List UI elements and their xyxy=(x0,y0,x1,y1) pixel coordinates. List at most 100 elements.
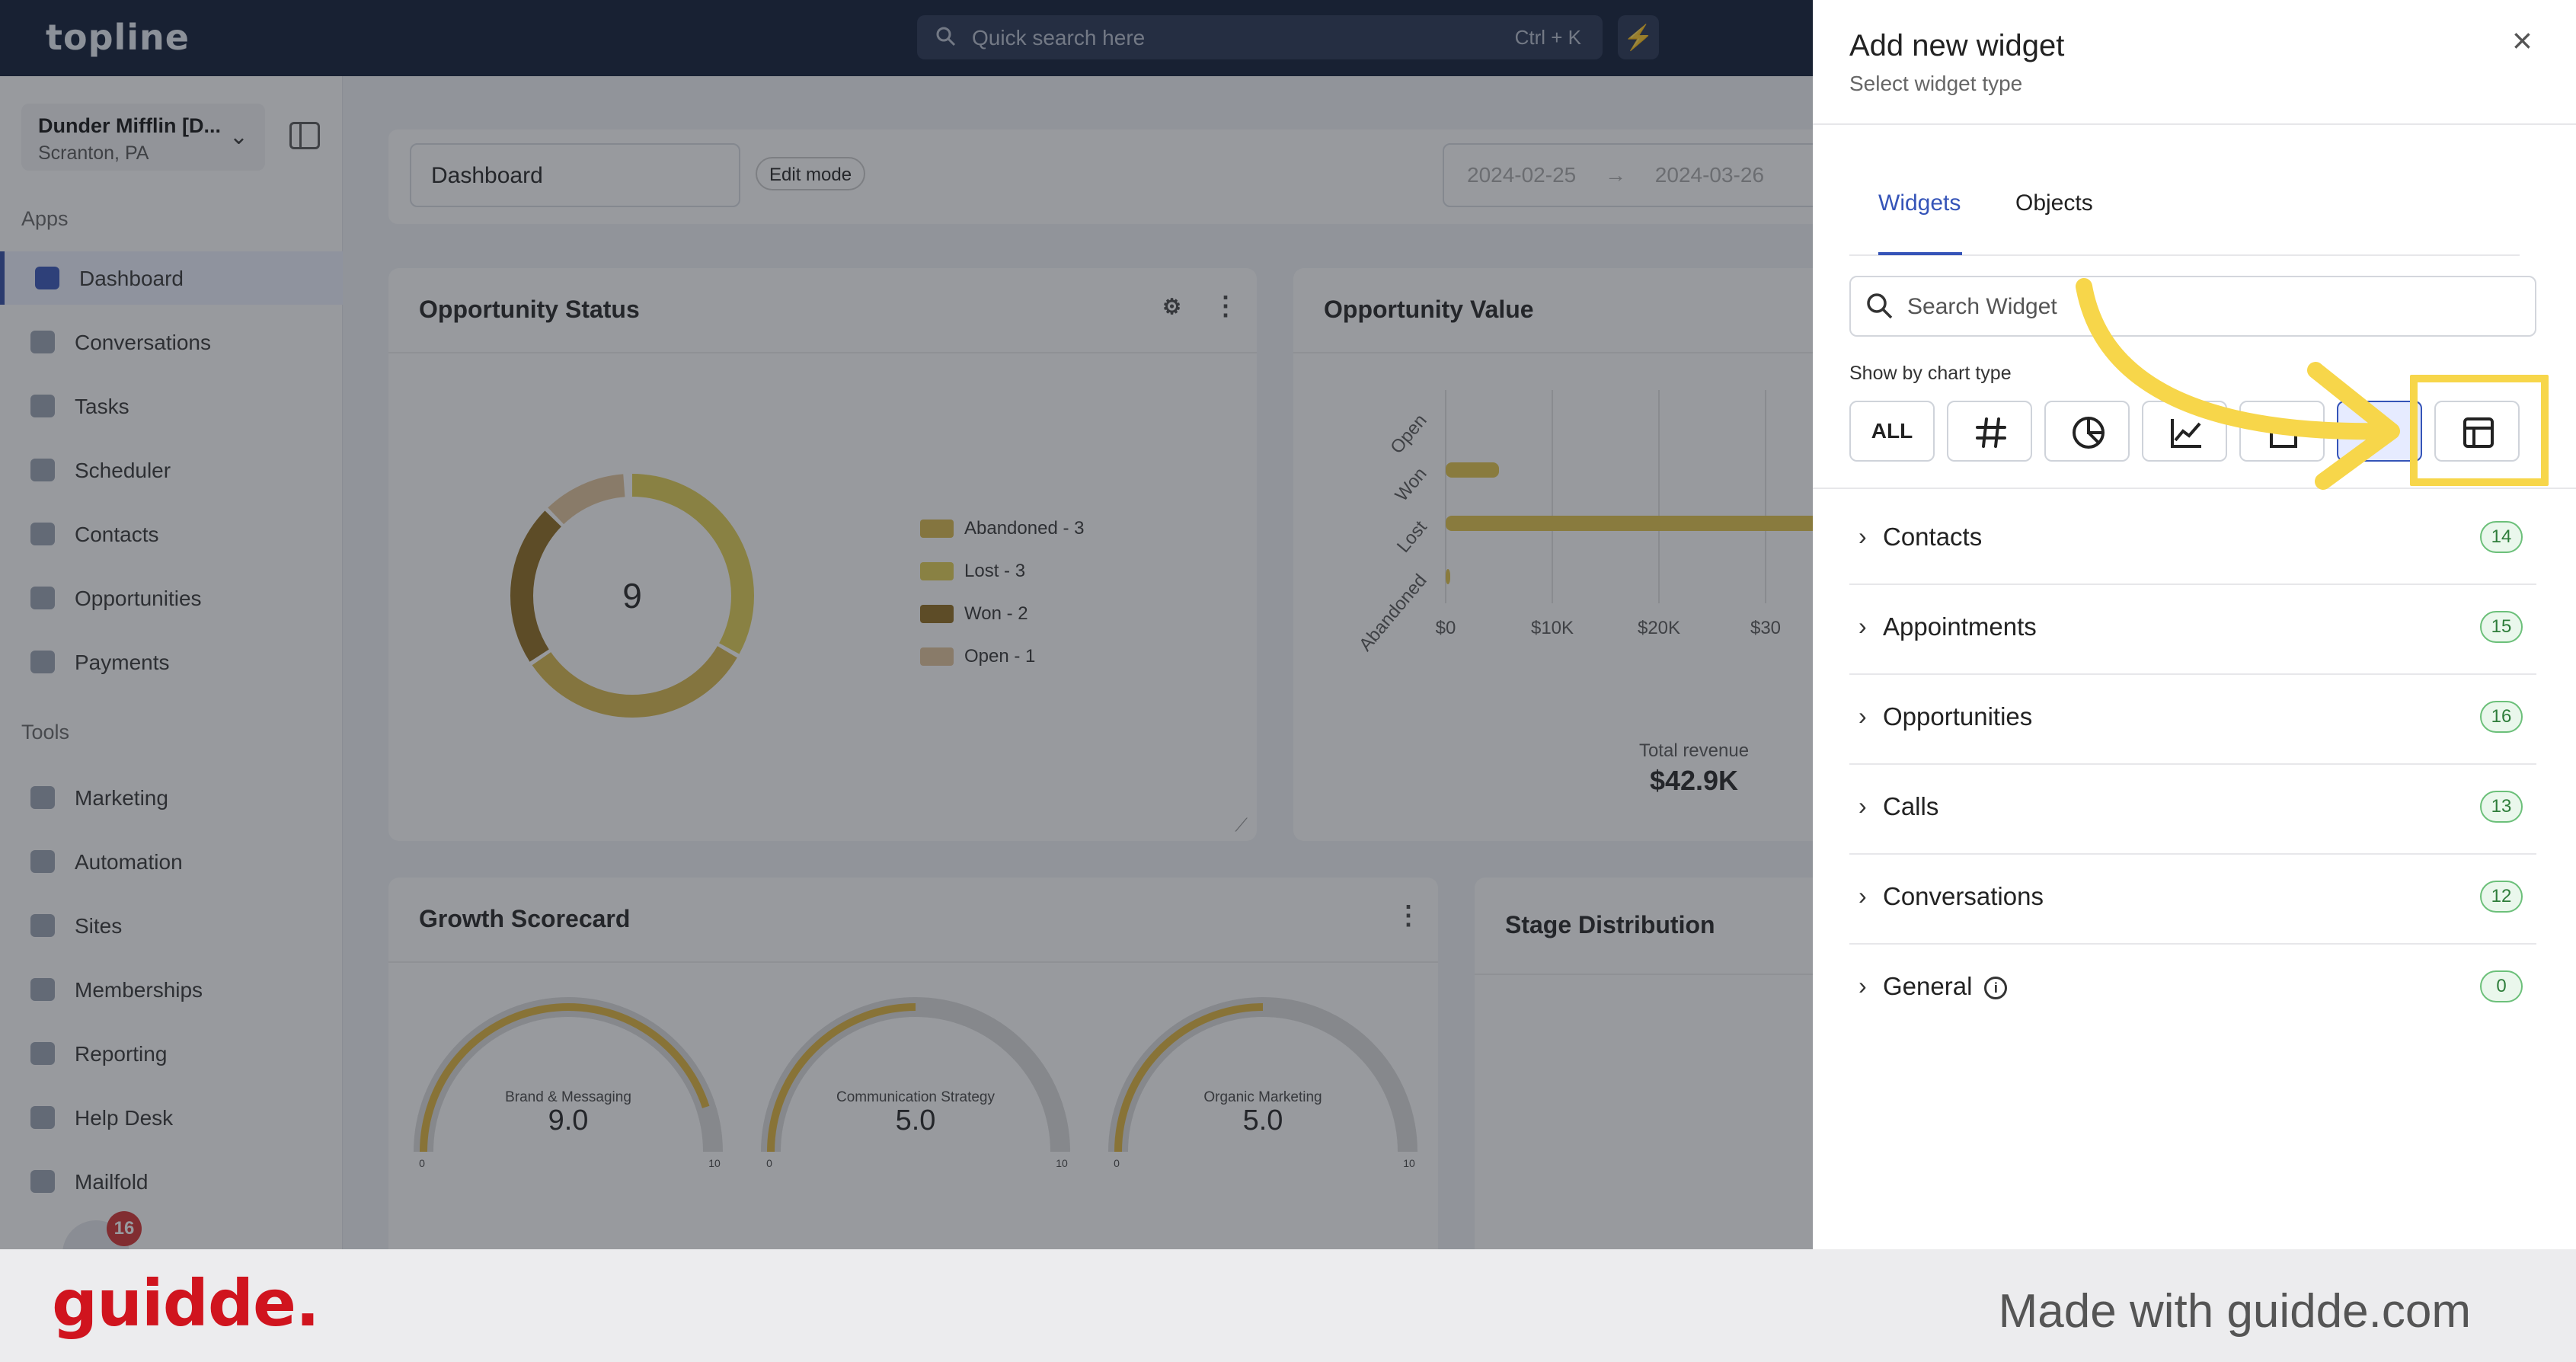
lightning-icon[interactable]: ⚡ xyxy=(1618,15,1659,59)
card-title: Opportunity Status xyxy=(419,296,640,323)
sidebar-item-tasks[interactable]: Tasks xyxy=(0,379,343,433)
quick-search-input[interactable]: Quick search here Ctrl + K xyxy=(917,15,1603,59)
donut-segment-lost xyxy=(510,474,754,718)
tab-objects[interactable]: Objects xyxy=(2015,190,2093,216)
table-icon xyxy=(2463,417,2494,448)
sidebar-item-help-desk[interactable]: Help Desk xyxy=(0,1091,343,1144)
close-icon[interactable]: × xyxy=(2512,21,2533,60)
bar-won[interactable] xyxy=(1446,462,1499,478)
footer-bar: guidde. Made with guidde.com xyxy=(0,1249,2576,1362)
widget-search-input[interactable]: Search Widget xyxy=(1849,276,2536,337)
info-icon[interactable]: i xyxy=(1984,977,2008,1000)
card-title: Stage Distribution xyxy=(1505,911,1715,938)
card-icon xyxy=(30,651,55,673)
callout-arrow-icon xyxy=(2076,278,2400,490)
sidebar-item-conversations[interactable]: Conversations xyxy=(0,315,343,369)
gauge-value: 5.0 xyxy=(895,1105,936,1137)
x-tick-label: $0 xyxy=(1436,618,1456,638)
date-end: 2024-03-26 xyxy=(1654,163,1765,187)
sidebar-item-mailfold[interactable]: Mailfold xyxy=(0,1155,343,1208)
filter-icon[interactable]: ⚙ xyxy=(1162,295,1182,318)
bar-lost[interactable] xyxy=(1446,516,1827,531)
sidebar-item-automation[interactable]: Automation xyxy=(0,835,343,888)
sidebar-item-label: Mailfold xyxy=(75,1170,149,1194)
drawer-subtitle: Select widget type xyxy=(1849,72,2023,95)
gauge-arc: 0 10 xyxy=(1108,997,1417,1169)
sidebar-item-reporting[interactable]: Reporting xyxy=(0,1027,343,1080)
gauge-range-label: 10 xyxy=(1056,1157,1068,1167)
chart-type-number-button[interactable] xyxy=(1947,401,2032,462)
growth-scorecard-card: Growth Scorecard ⋮ 0 10 Brand & Messaging 9… xyxy=(388,878,1438,1249)
resize-handle-icon[interactable]: ⟋ xyxy=(1235,815,1248,836)
gauge: 0 10 Organic Marketing 5.0 xyxy=(1103,984,1423,1169)
chevron-right-icon: › xyxy=(1858,612,1867,640)
sidebar-item-dashboard[interactable]: Dashboard xyxy=(0,251,343,305)
date-range-picker[interactable]: 2024-02-25 → 2024-03-26 xyxy=(1443,143,1869,207)
bar-abandoned[interactable] xyxy=(1446,569,1450,584)
donut-total: 9 xyxy=(622,576,642,615)
category-opportunities[interactable]: › Opportunities 16 xyxy=(1849,675,2536,765)
account-switcher[interactable]: Dunder Mifflin [D... Scranton, PA ⌄ xyxy=(21,104,265,171)
app-window: topline Quick search here Ctrl + K ⚡ Dun… xyxy=(0,0,2576,1249)
chat-icon xyxy=(30,331,55,353)
divider xyxy=(1813,123,2576,125)
show-by-chart-type-label: Show by chart type xyxy=(1849,363,2012,384)
sidebar-item-scheduler[interactable]: Scheduler xyxy=(0,443,343,497)
divider xyxy=(388,961,1438,963)
dashboard-icon xyxy=(35,267,59,289)
legend-swatch xyxy=(920,520,954,538)
sidebar-item-marketing[interactable]: Marketing xyxy=(0,771,343,824)
quick-search-placeholder: Quick search here xyxy=(972,26,1146,50)
arrow-right-icon: → xyxy=(1605,163,1627,187)
apps-section-label: Apps xyxy=(21,207,69,230)
search-icon xyxy=(1865,291,1895,325)
category-name: Appointments xyxy=(1883,612,2037,641)
sidebar-item-sites[interactable]: Sites xyxy=(0,899,343,952)
more-options-icon[interactable]: ⋮ xyxy=(1213,292,1238,321)
legend-swatch xyxy=(920,647,954,666)
made-with-link[interactable]: Made with guidde.com xyxy=(1998,1285,2471,1338)
category-general[interactable]: › General i 0 xyxy=(1849,945,2536,1034)
app-logo[interactable]: topline xyxy=(46,17,190,58)
number-icon xyxy=(1976,417,2006,448)
gauge-range-label: 0 xyxy=(1114,1157,1120,1167)
widget-search-placeholder: Search Widget xyxy=(1907,294,2057,319)
legend-label: Open - 1 xyxy=(964,646,1036,667)
chevron-right-icon: › xyxy=(1858,523,1867,550)
chart-type-pie-button[interactable] xyxy=(2044,401,2130,462)
chart-type-all-button[interactable]: ALL xyxy=(1849,401,1935,462)
dashboard-selector[interactable]: Dashboard xyxy=(410,143,740,207)
drawer-title: Add new widget xyxy=(1849,29,2065,62)
category-appointments[interactable]: › Appointments 15 xyxy=(1849,585,2536,675)
sidebar-item-label: Reporting xyxy=(75,1042,168,1066)
globe-icon xyxy=(30,914,55,937)
legend-swatch xyxy=(920,562,954,580)
chart-type-table-button[interactable] xyxy=(2434,401,2520,462)
more-options-icon[interactable]: ⋮ xyxy=(1395,901,1421,930)
sidebar-item-contacts[interactable]: Contacts xyxy=(0,507,343,561)
gauge: 0 10 Communication Strategy 5.0 xyxy=(756,984,1075,1169)
category-count-badge: 13 xyxy=(2480,791,2523,823)
guidde-logo[interactable]: guidde. xyxy=(52,1266,320,1341)
tasks-icon xyxy=(30,395,55,417)
opportunity-status-card: Opportunity Status ⚙ ⋮ 9 Abandoned - 3 L… xyxy=(388,268,1257,841)
tab-widgets[interactable]: Widgets xyxy=(1878,190,1961,216)
sidebar-item-payments[interactable]: Payments xyxy=(0,635,343,689)
sidebar-item-memberships[interactable]: Memberships xyxy=(0,963,343,1016)
modal-backdrop[interactable] xyxy=(0,0,1813,1249)
target-icon xyxy=(30,587,55,609)
category-name: Contacts xyxy=(1883,523,1983,551)
gauge-range-label: 0 xyxy=(766,1157,772,1167)
category-conversations[interactable]: › Conversations 12 xyxy=(1849,855,2536,945)
category-contacts[interactable]: › Contacts 14 xyxy=(1849,495,2536,585)
category-calls[interactable]: › Calls 13 xyxy=(1849,765,2536,855)
sidebar-item-opportunities[interactable]: Opportunities xyxy=(0,571,343,625)
edit-mode-button[interactable]: Edit mode xyxy=(756,157,866,190)
x-tick-label: $10K xyxy=(1531,618,1574,638)
sidebar-item-label: Help Desk xyxy=(75,1106,174,1130)
legend-label: Lost - 3 xyxy=(964,561,1026,581)
calendar-icon xyxy=(30,459,55,481)
sidebar-item-label: Automation xyxy=(75,850,183,874)
sidebar-collapse-icon[interactable] xyxy=(289,122,320,149)
